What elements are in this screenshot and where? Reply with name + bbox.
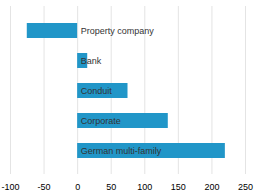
svg-text:0: 0 — [75, 182, 80, 192]
svg-text:100: 100 — [137, 182, 152, 192]
svg-text:150: 150 — [171, 182, 186, 192]
svg-text:Bank: Bank — [81, 56, 102, 66]
svg-text:Property company: Property company — [81, 26, 155, 36]
svg-text:German multi-family: German multi-family — [81, 146, 162, 156]
svg-text:Conduit: Conduit — [81, 86, 113, 96]
svg-text:-50: -50 — [38, 182, 51, 192]
svg-text:250: 250 — [238, 182, 253, 192]
svg-text:-100: -100 — [1, 182, 19, 192]
svg-text:Corporate: Corporate — [81, 116, 121, 126]
svg-text:200: 200 — [204, 182, 219, 192]
svg-text:50: 50 — [106, 182, 116, 192]
